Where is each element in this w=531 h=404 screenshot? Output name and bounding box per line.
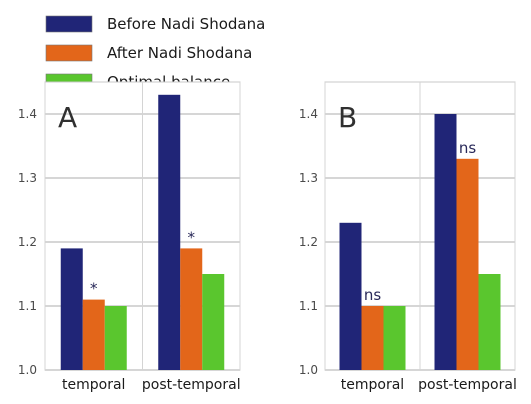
legend-swatch: [45, 44, 93, 62]
bar-temporal-before-nadi-shodana: [339, 222, 362, 370]
bar-post-temporal-before-nadi-shodana: [434, 114, 457, 370]
significance-annotation: ns: [364, 286, 382, 304]
chart-panel-b: 1.0 1.1 1.2 1.3 1.4 temporal post-temporal ns ns…: [299, 81, 517, 393]
bar-post-temporal-optimal-balance: [478, 274, 501, 370]
x-category-label: post-temporal: [418, 377, 517, 393]
y-tick-label: 1.2: [299, 235, 318, 249]
bar-temporal-after-nadi-shodana: [82, 299, 105, 370]
significance-annotation: *: [90, 280, 98, 298]
y-tick-label: 1.2: [18, 235, 37, 249]
significance-annotation: ns: [459, 139, 477, 157]
y-tick-label: 1.4: [299, 107, 318, 121]
legend-label: After Nadi Shodana: [107, 44, 252, 62]
y-tick-label: 1.4: [18, 107, 37, 121]
y-tick-label: 1.1: [18, 299, 37, 313]
panel-label: B: [338, 101, 357, 134]
legend-label: Before Nadi Shodana: [107, 15, 265, 33]
bar-temporal-optimal-balance: [104, 306, 127, 370]
bar-temporal-before-nadi-shodana: [60, 248, 83, 370]
y-tick-label: 1.1: [299, 299, 318, 313]
significance-annotation: *: [188, 228, 196, 246]
legend-item-after-nadi-shodana: After Nadi Shodana: [45, 44, 252, 62]
bar-post-temporal-before-nadi-shodana: [158, 94, 181, 371]
bar-post-temporal-after-nadi-shodana: [456, 158, 479, 370]
legend-swatch: [45, 15, 93, 33]
bar-temporal-optimal-balance: [383, 306, 406, 370]
y-tick-label: 1.0: [18, 363, 37, 377]
legend-item-before-nadi-shodana: Before Nadi Shodana: [45, 15, 265, 33]
y-tick-label: 1.0: [299, 363, 318, 377]
y-tick-label: 1.3: [299, 171, 318, 185]
x-category-label: temporal: [341, 377, 404, 393]
panel-label: A: [58, 101, 77, 134]
bar-post-temporal-optimal-balance: [202, 274, 225, 370]
y-tick-label: 1.3: [18, 171, 37, 185]
bar-post-temporal-after-nadi-shodana: [180, 248, 203, 370]
x-category-label: temporal: [62, 377, 125, 393]
x-category-label: post-temporal: [142, 377, 241, 393]
bar-temporal-after-nadi-shodana: [361, 306, 384, 370]
chart-panel-a: 1.0 1.1 1.2 1.3 1.4 temporal post-temporal * * A: [18, 81, 241, 393]
